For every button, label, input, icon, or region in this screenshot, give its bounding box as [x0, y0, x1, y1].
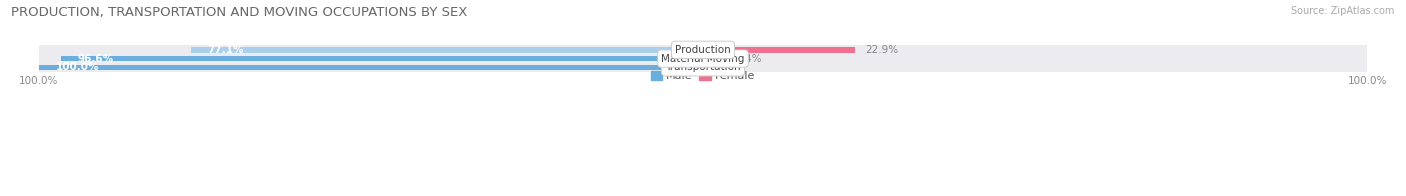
Text: 77.1%: 77.1% [208, 45, 245, 55]
Text: PRODUCTION, TRANSPORTATION AND MOVING OCCUPATIONS BY SEX: PRODUCTION, TRANSPORTATION AND MOVING OC… [11, 6, 468, 19]
Text: Material Moving: Material Moving [661, 54, 745, 64]
Bar [39, 45, 1367, 54]
Bar [62, 56, 703, 61]
Bar [703, 47, 855, 53]
Text: 22.9%: 22.9% [865, 45, 898, 55]
Bar [703, 56, 725, 61]
Text: 0.0%: 0.0% [713, 62, 740, 72]
Bar [39, 65, 703, 70]
Text: 100.0%: 100.0% [55, 62, 98, 72]
Bar [39, 63, 1367, 72]
Legend: Male, Female: Male, Female [647, 67, 759, 86]
Text: Source: ZipAtlas.com: Source: ZipAtlas.com [1291, 6, 1395, 16]
Bar [191, 47, 703, 53]
Text: 3.4%: 3.4% [735, 54, 762, 64]
Text: Production: Production [675, 45, 731, 55]
Text: 96.6%: 96.6% [77, 54, 114, 64]
Bar [39, 54, 1367, 63]
Text: Transportation: Transportation [665, 62, 741, 72]
